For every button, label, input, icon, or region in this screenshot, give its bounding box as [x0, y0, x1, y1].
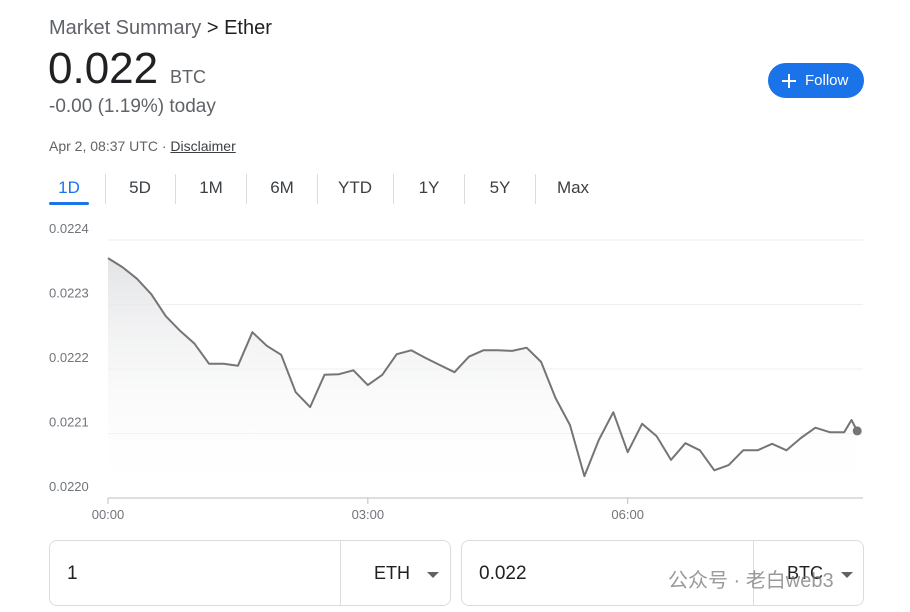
x-tick-label: 03:00: [352, 507, 385, 522]
dropdown-caret: [841, 572, 853, 578]
x-tick-label: 06:00: [611, 507, 644, 522]
breadcrumb-sep: >: [206, 17, 219, 39]
tab-separator: [464, 174, 465, 204]
to-amount[interactable]: 0.022: [479, 563, 527, 584]
to-box[interactable]: 0.022 BTC: [461, 540, 864, 606]
y-tick-label: 0.0223: [49, 286, 89, 301]
follow-label: Follow: [805, 72, 849, 89]
tab-separator: [105, 174, 106, 204]
tab-separator: [175, 174, 176, 204]
follow-button[interactable]: Follow: [768, 63, 864, 98]
tab[interactable]: 1D: [58, 178, 80, 197]
tab[interactable]: 5Y: [489, 178, 511, 197]
price: 0.022: [48, 44, 159, 93]
area: [108, 258, 858, 498]
breadcrumb-current: Ether: [224, 17, 272, 39]
y-tick-label: 0.0224: [49, 221, 89, 236]
tab-underline: [49, 202, 89, 205]
divider: [340, 541, 341, 605]
currency: BTC: [170, 67, 206, 87]
divider: [753, 541, 754, 605]
disclaimer-link[interactable]: Disclaimer: [170, 138, 236, 154]
tab[interactable]: 1M: [199, 178, 223, 197]
timestamp-row: Apr 2, 08:37 UTC · Disclaimer: [49, 138, 236, 154]
chart: 0.0220 0.0221 0.0222 0.0223 0.0224 00:00 03:00…: [49, 221, 863, 522]
breadcrumb-link[interactable]: Market Summary: [49, 17, 202, 39]
tab[interactable]: 5D: [129, 178, 151, 197]
x-tick-label: 00:00: [92, 507, 125, 522]
y-tick-label: 0.0220: [49, 479, 89, 494]
tab[interactable]: 1Y: [418, 178, 440, 197]
price-line: [107, 257, 859, 478]
timestamp: Apr 2, 08:37 UTC ·: [49, 138, 167, 154]
y-tick-label: 0.0222: [49, 350, 89, 365]
tab[interactable]: 6M: [270, 178, 294, 197]
tab-separator: [317, 174, 318, 204]
tab[interactable]: Max: [556, 178, 590, 197]
last-point: [852, 426, 862, 436]
dropdown-caret: [427, 572, 439, 578]
tab-separator: [246, 174, 247, 204]
to-unit[interactable]: BTC: [787, 563, 823, 583]
breadcrumb: Market Summary > Ether: [49, 17, 272, 40]
plus-icon: [782, 74, 796, 88]
from-amount[interactable]: 1: [67, 563, 78, 584]
from-unit[interactable]: ETH: [374, 563, 410, 583]
from-box[interactable]: 1 ETH: [49, 540, 451, 606]
y-tick-label: 0.0221: [49, 415, 89, 430]
tab-separator: [393, 174, 394, 204]
tab-separator: [535, 174, 536, 204]
change: -0.00 (1.19%) today: [49, 96, 216, 117]
watermark: 公众号 · 老白web3: [668, 570, 834, 592]
tab[interactable]: YTD: [338, 178, 372, 197]
